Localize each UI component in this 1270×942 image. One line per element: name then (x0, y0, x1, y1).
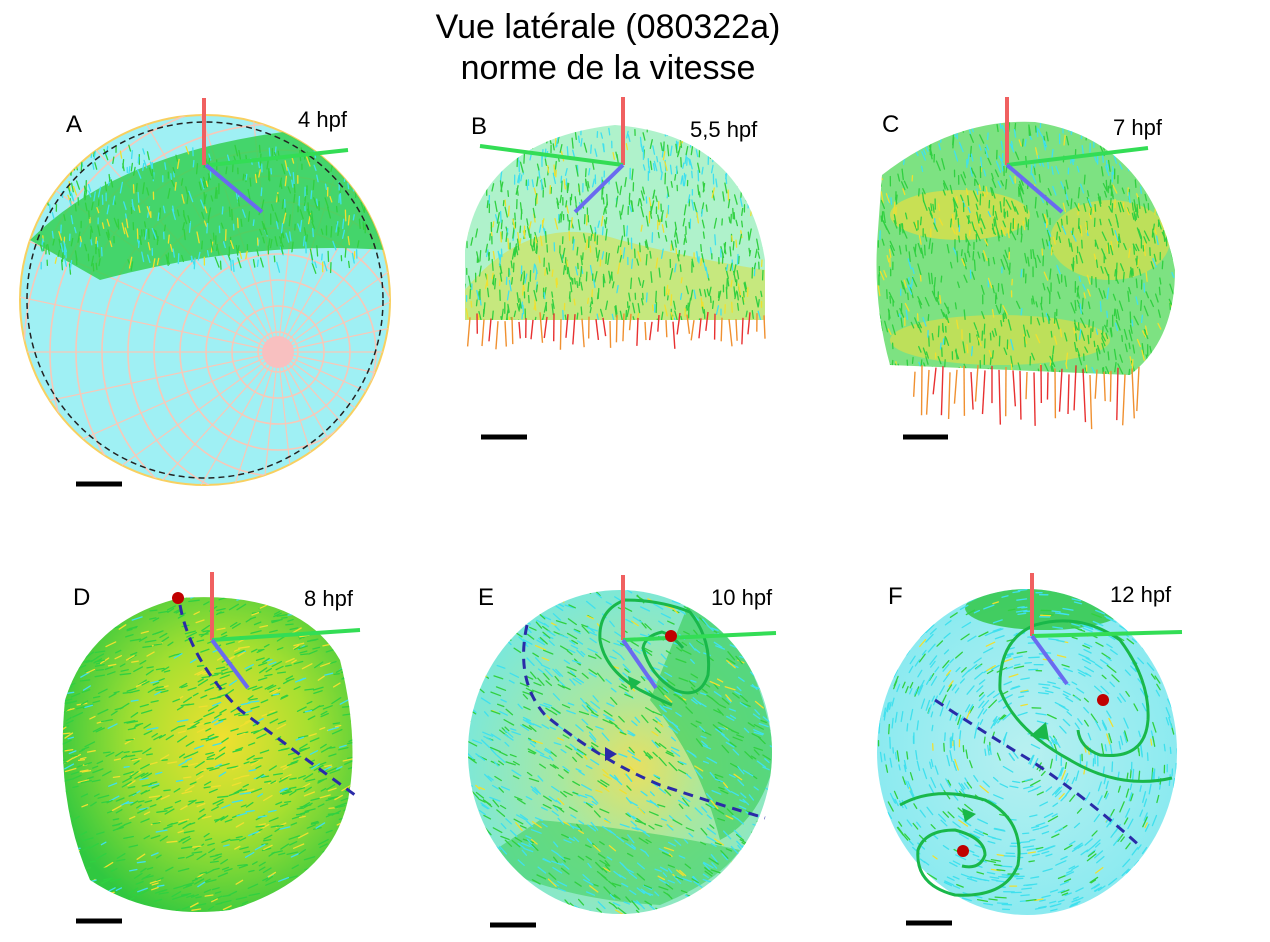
panel-f-lower-vortex-center (957, 845, 969, 857)
panel-f-axis-horizontal (1031, 630, 1183, 638)
panel-b-axis-diagonal (573, 163, 625, 214)
figure-title-line1: Vue latérale (080322a) (436, 8, 781, 46)
panel-a-time: 4 hpf (298, 107, 348, 132)
panel-e-letter: E (478, 584, 494, 611)
panel-f-time: 12 hpf (1110, 582, 1172, 607)
panel-c-body (876, 121, 1175, 375)
panel-a-letter: A (66, 111, 82, 138)
panel-e-time: 10 hpf (711, 585, 773, 610)
panel-c: C 7 hpf (876, 97, 1175, 440)
panel-c-axis-diagonal (1005, 163, 1064, 214)
panel-d-letter: D (73, 584, 90, 611)
panel-f-lower-vortex-path (899, 792, 1021, 897)
panel-e: E 10 hpf (468, 575, 777, 928)
panel-d-body (62, 597, 353, 912)
panel-e-vortex-arrow (628, 676, 641, 690)
panel-d: D 8 hpf (62, 572, 361, 924)
panel-a-outline (26, 121, 384, 479)
panel-c-axis-horizontal (1006, 146, 1149, 167)
panel-a-axis-diagonal (204, 163, 264, 214)
panel-f-upper-vortex-center (1097, 694, 1109, 706)
panel-c-time: 7 hpf (1113, 115, 1163, 140)
panel-b: B 5,5 hpf (465, 97, 766, 440)
panel-f-body (877, 589, 1177, 915)
panel-f-lower-vortex-arrow (962, 808, 976, 822)
panel-e-vortex-center (665, 630, 677, 642)
panel-d-time: 8 hpf (304, 586, 354, 611)
panel-b-axis-horizontal (479, 144, 624, 167)
panel-b-time: 5,5 hpf (690, 117, 758, 142)
panel-d-axis-diagonal (210, 638, 250, 690)
panel-a-axis-horizontal (209, 148, 349, 167)
panel-e-axis-horizontal (622, 631, 777, 642)
panel-f-axis-diagonal (1030, 634, 1069, 686)
figure-title-line2: norme de la vitesse (461, 49, 756, 87)
panel-f-upper-vortex-path (998, 619, 1173, 783)
panel-f-separatrix (934, 698, 1144, 850)
panel-a-mesh (20, 115, 390, 485)
panel-d-separatrix (178, 604, 356, 797)
panel-e-separatrix-arrow (605, 747, 617, 761)
panel-f-letter: F (888, 583, 903, 610)
panel-b-letter: B (471, 113, 487, 140)
panel-f-upper-vortex-arrow (1030, 722, 1049, 740)
panel-c-letter: C (882, 111, 899, 138)
panel-d-vortex-center (172, 592, 184, 604)
panel-e-separatrix (522, 624, 766, 820)
panel-f: F 12 hpf (877, 573, 1183, 926)
panel-d-axis-horizontal (211, 628, 361, 642)
panel-a: A 4 hpf (19, 98, 391, 487)
panel-e-axis-diagonal (621, 638, 658, 690)
